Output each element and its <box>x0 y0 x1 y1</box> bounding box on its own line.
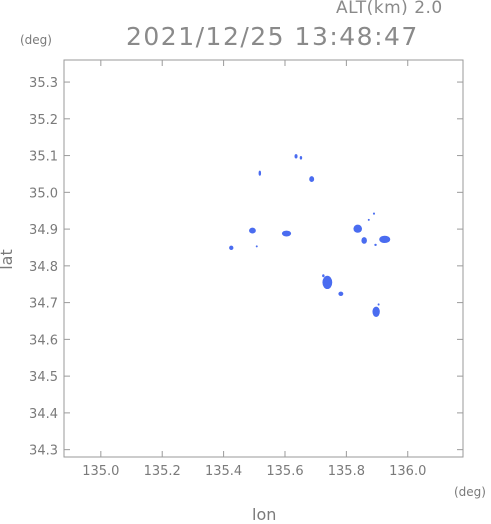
echo-cell <box>372 212 375 215</box>
x-tick-label: 135.8 <box>328 464 365 479</box>
timestamp-title: 2021/12/25 13:48:47 <box>126 22 419 51</box>
echo-cell <box>377 303 380 306</box>
echo-cell <box>361 237 367 244</box>
y-tick-label: 34.4 <box>29 407 58 422</box>
y-tick-label: 34.5 <box>29 370 58 385</box>
echo-cells <box>229 154 391 317</box>
altitude-label: ALT(km) 2.0 <box>336 0 443 18</box>
y-tick-label: 34.8 <box>29 260 58 275</box>
x-tick-label: 135.6 <box>266 464 303 479</box>
echo-cell <box>338 291 344 296</box>
y-tick-label: 34.3 <box>29 444 58 459</box>
x-axis-label: lon <box>252 505 277 524</box>
y-tick-label: 34.9 <box>29 223 58 238</box>
x-tick-label: 136.0 <box>389 464 426 479</box>
echo-cell <box>372 306 380 317</box>
x-tick-label: 135.4 <box>205 464 242 479</box>
y-tick-label: 35.2 <box>29 113 58 128</box>
y-tick-label: 35.3 <box>29 76 58 91</box>
y-tick-label: 35.1 <box>29 150 58 165</box>
x-axis-unit: (deg) <box>454 485 486 499</box>
echo-cell <box>281 230 292 237</box>
echo-cell <box>229 245 234 251</box>
x-tick-label: 135.0 <box>82 464 119 479</box>
echo-cell <box>374 243 377 247</box>
y-tick-label: 35.0 <box>29 186 58 201</box>
plot-frame <box>63 59 464 458</box>
echo-cell <box>294 154 298 159</box>
y-tick-label: 34.6 <box>29 333 58 348</box>
echo-cell <box>322 275 333 290</box>
echo-cell <box>249 227 256 234</box>
echo-cell <box>258 170 262 176</box>
echo-cell <box>309 176 315 183</box>
echo-cell <box>367 218 370 221</box>
y-axis-unit: (deg) <box>20 33 52 47</box>
echo-cell <box>299 155 303 160</box>
y-tick-label: 34.7 <box>29 297 58 312</box>
x-tick-label: 135.2 <box>144 464 181 479</box>
echo-cell <box>353 224 363 233</box>
echo-cell <box>322 274 325 278</box>
axis-ticks: 135.0 135.2 135.4 135.6 135.8 136.0 34.3 34.4 34… <box>29 60 463 479</box>
echo-cell <box>379 235 391 244</box>
echo-cell <box>255 245 258 248</box>
